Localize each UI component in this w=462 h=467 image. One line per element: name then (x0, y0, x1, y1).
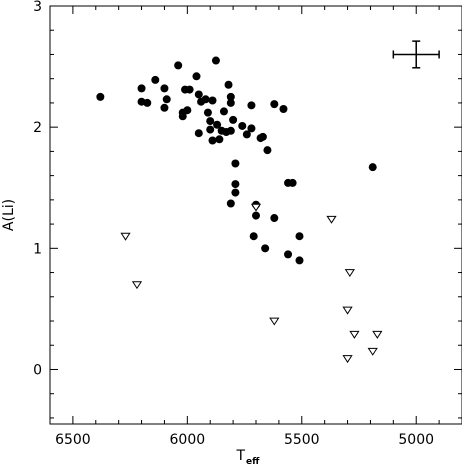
data-point (211, 56, 220, 65)
data-point (96, 92, 105, 101)
upper-limit-point (367, 347, 378, 356)
data-point (247, 124, 256, 133)
data-point (219, 107, 228, 116)
y-tick-label: 1 (33, 241, 42, 257)
upper-limit-point (344, 269, 355, 278)
data-point (229, 115, 238, 124)
x-axis-title: T (235, 448, 245, 464)
upper-limit-point (250, 203, 262, 212)
data-point (224, 80, 233, 89)
data-point (194, 129, 203, 138)
y-axis-title: A(Li) (1, 199, 17, 231)
tick-labels: 6500 6000 5500 5000 0 1 2 3 (33, 0, 434, 448)
data-point (288, 178, 297, 187)
data-point (279, 104, 288, 113)
y-tick-label: 2 (33, 120, 42, 136)
data-point (208, 96, 217, 105)
data-point (249, 232, 258, 241)
y-tick-label: 3 (33, 0, 42, 15)
data-point (206, 125, 215, 134)
x-tick-label: 6500 (55, 432, 91, 448)
data-point (203, 108, 212, 117)
data-point (270, 100, 279, 109)
data-point (226, 92, 235, 101)
data-point (261, 244, 270, 253)
data-point (238, 121, 247, 130)
upper-limit-point (269, 317, 280, 326)
data-point (368, 163, 377, 172)
data-point (160, 84, 169, 93)
data-point (263, 146, 272, 155)
upper-limit-point (120, 232, 131, 241)
data-point (226, 126, 235, 135)
data-point (183, 106, 192, 115)
data-point (258, 132, 267, 141)
data-marks (96, 56, 383, 364)
tick-marks (49, 5, 462, 424)
upper-limit-point (131, 281, 143, 290)
data-point (178, 112, 187, 121)
data-point (206, 117, 215, 126)
data-point (160, 103, 169, 112)
y-tick-label: 0 (33, 362, 42, 378)
data-point (151, 75, 160, 84)
data-point (215, 135, 224, 144)
x-tick-label: 5500 (284, 432, 320, 448)
data-point (137, 84, 146, 93)
data-point (208, 136, 217, 145)
data-point (162, 95, 171, 104)
data-point (226, 199, 235, 208)
data-point (295, 232, 304, 241)
upper-limit-point (372, 330, 383, 339)
x-tick-label: 6000 (170, 432, 206, 448)
data-point (174, 61, 183, 70)
data-point (185, 85, 194, 94)
error-bar (392, 40, 440, 69)
upper-limit-point (349, 330, 360, 339)
upper-limit-point (342, 306, 353, 315)
data-point (242, 130, 251, 139)
upper-limit-point (326, 215, 337, 224)
data-point (295, 256, 304, 265)
data-point (192, 72, 201, 81)
upper-limit-point (342, 355, 353, 364)
data-point (231, 159, 240, 168)
data-point (226, 98, 235, 107)
data-point (284, 250, 293, 259)
data-point (247, 101, 256, 110)
x-axis-title-subscript: eff (246, 457, 260, 467)
data-point (231, 180, 240, 189)
data-point (270, 214, 279, 223)
data-point (252, 211, 260, 220)
data-point (213, 120, 222, 129)
x-tick-label: 5000 (398, 432, 434, 448)
data-point (194, 90, 203, 99)
data-point (231, 188, 240, 197)
data-point (143, 98, 152, 107)
data-point (201, 95, 210, 104)
